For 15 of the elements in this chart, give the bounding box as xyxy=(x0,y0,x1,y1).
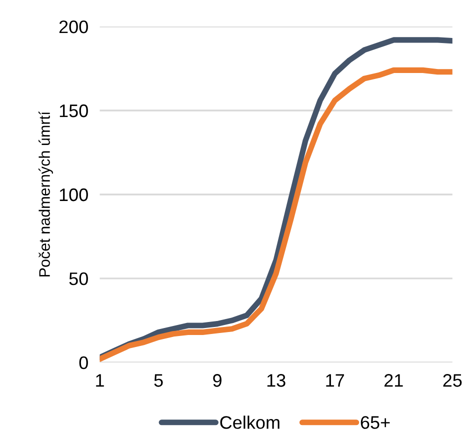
legend-label: Celkom xyxy=(220,416,280,429)
x-tick-label: 21 xyxy=(384,374,403,387)
x-tick-label: 17 xyxy=(326,374,344,387)
y-tick-label: 50 xyxy=(69,272,88,286)
y-tick-label: 100 xyxy=(60,188,88,202)
legend-label: 65+ xyxy=(360,416,390,429)
x-tick-label: 25 xyxy=(443,374,462,387)
y-tick-label: 150 xyxy=(60,104,88,118)
x-tick-label: 13 xyxy=(267,374,286,387)
y-axis-title: Počet nadmerných úmrtí xyxy=(38,111,53,276)
y-tick-label: 0 xyxy=(79,356,88,370)
y-tick-label: 200 xyxy=(59,20,88,34)
x-tick-label: 5 xyxy=(154,374,163,387)
x-tick-label: 9 xyxy=(213,374,222,387)
x-tick-label: 1 xyxy=(96,374,104,387)
